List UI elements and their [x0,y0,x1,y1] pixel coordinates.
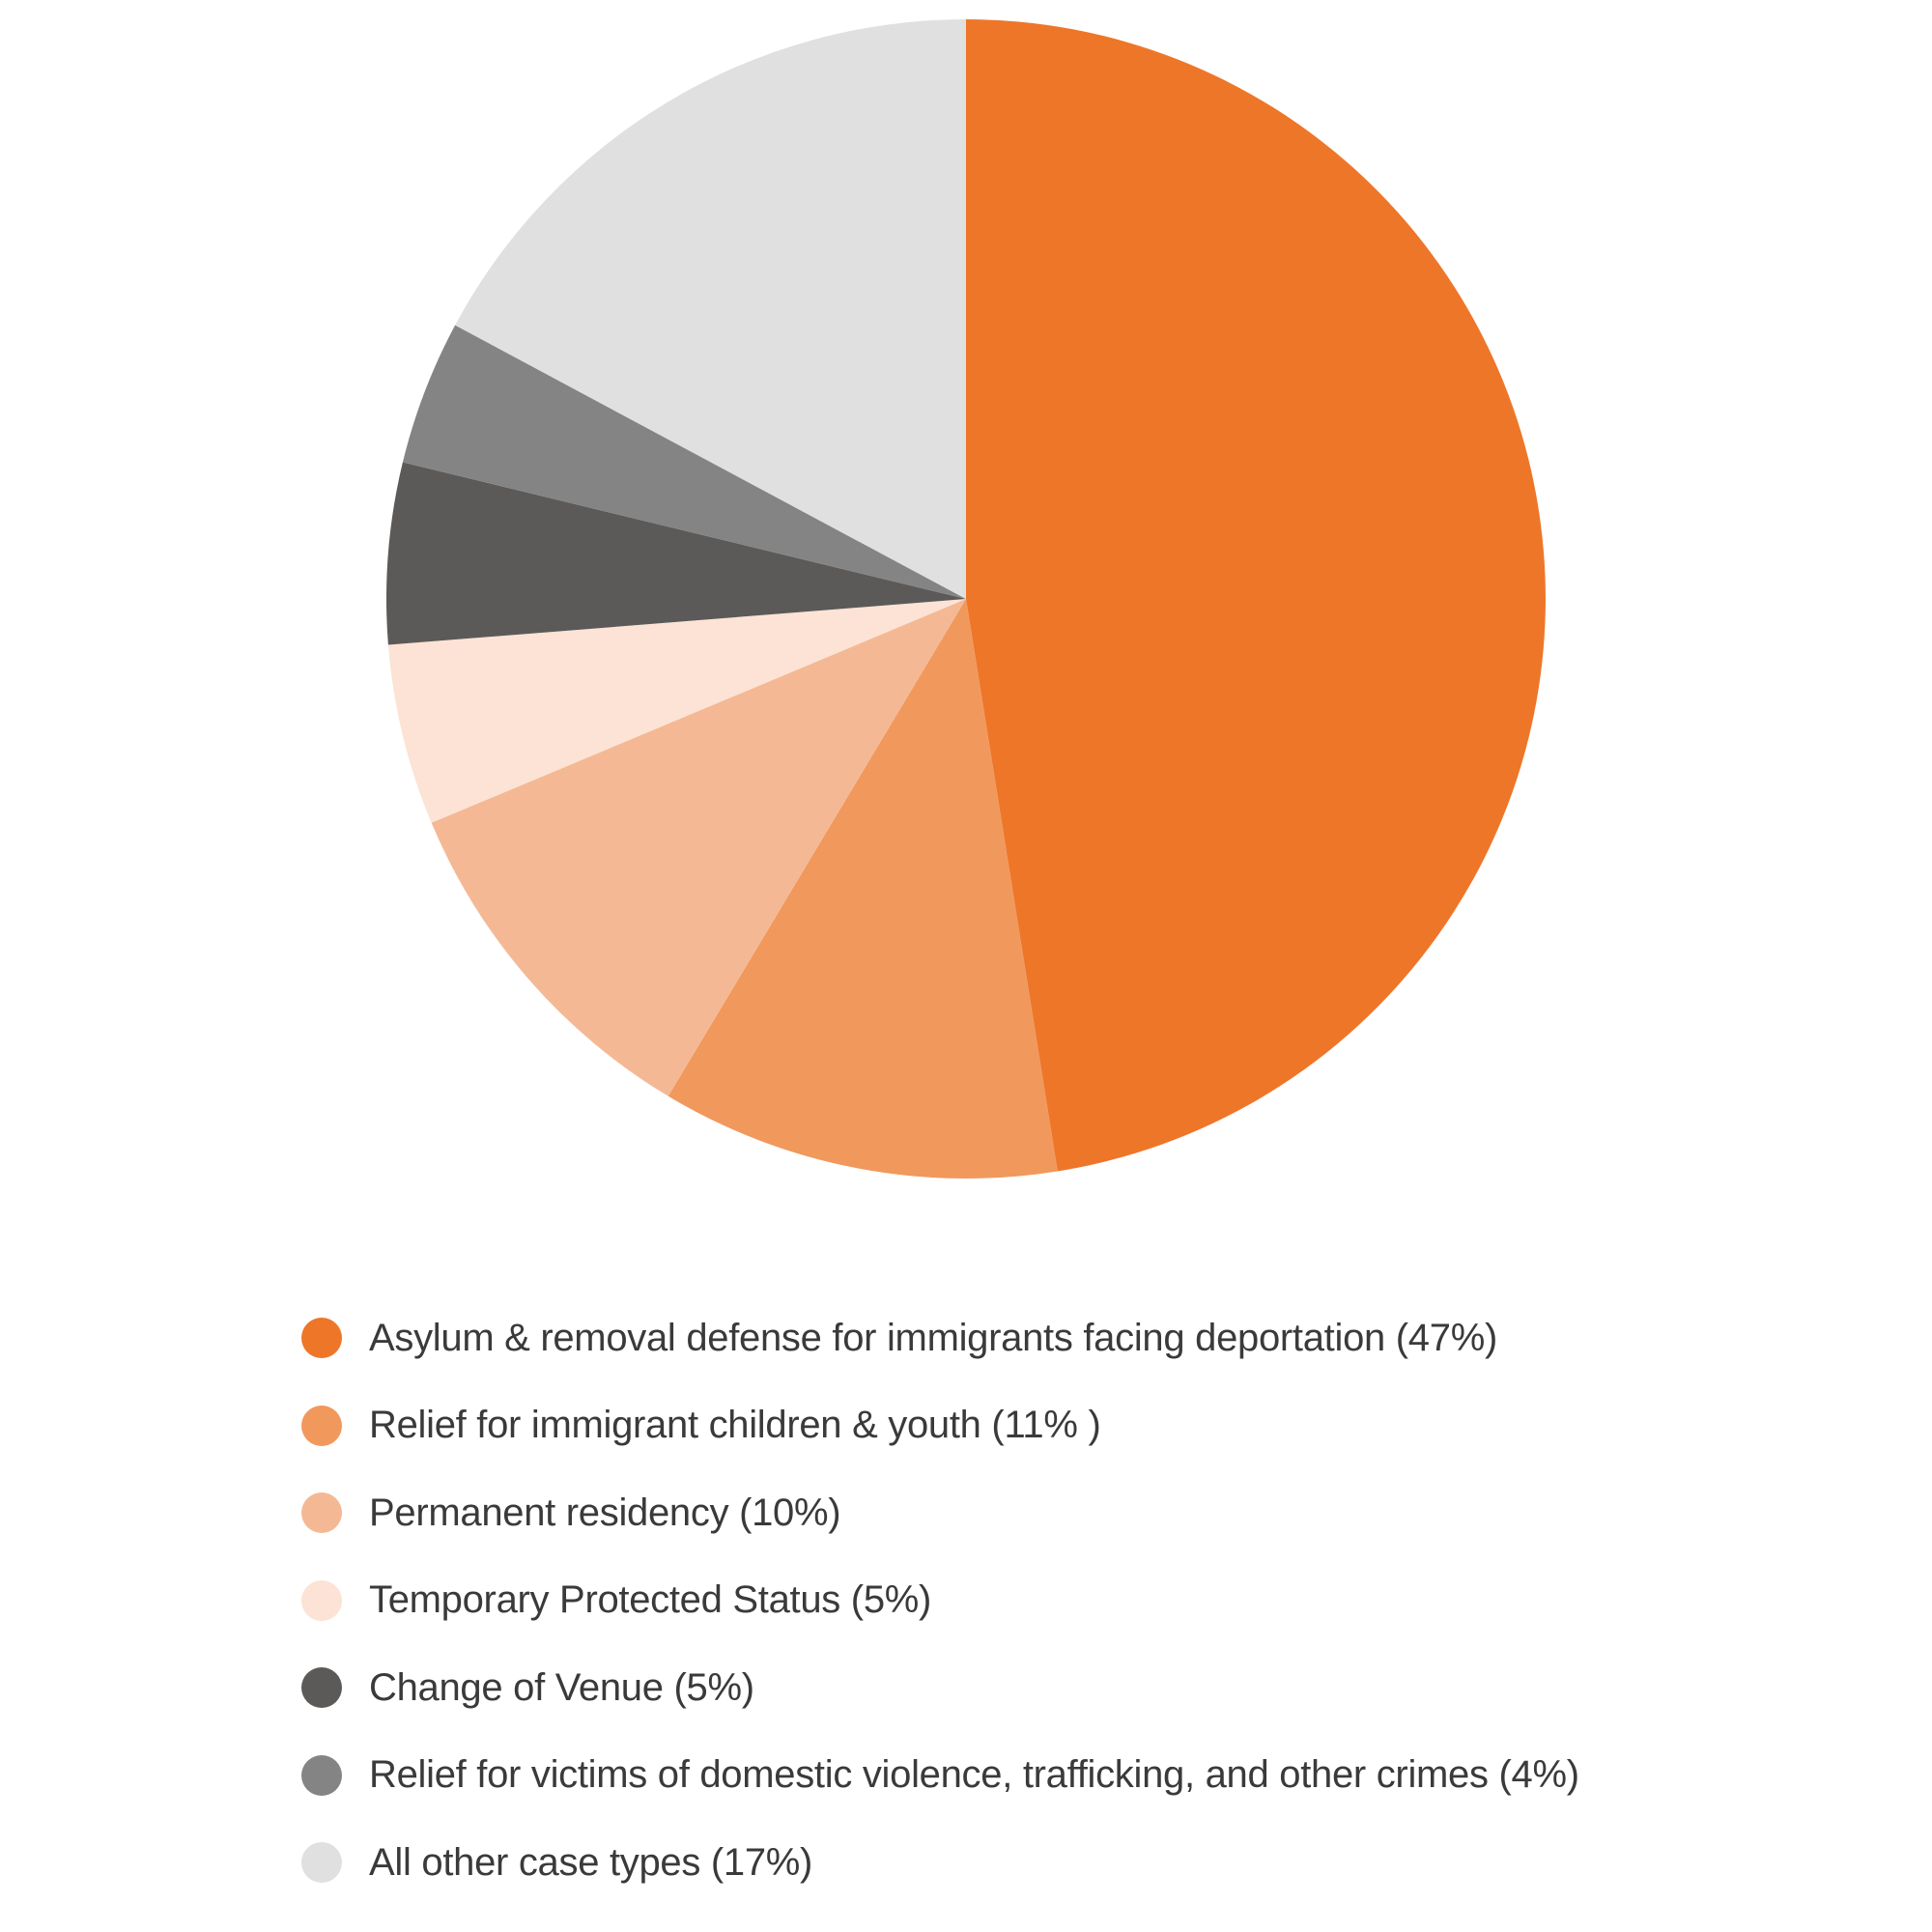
legend-item: Relief for immigrant children & youth (1… [301,1382,1895,1470]
legend-swatch [301,1842,342,1884]
legend-label: Change of Venue (5%) [369,1665,754,1709]
pie-slice [668,599,1058,1179]
legend-item: Relief for victims of domestic violence,… [301,1732,1895,1820]
legend-item: Permanent residency (10%) [301,1469,1895,1557]
pie-slice [455,19,966,599]
legend-label: Relief for victims of domestic violence,… [369,1753,1579,1797]
pie-slice [387,599,966,823]
legend-item: Asylum & removal defense for immigrants … [301,1294,1895,1382]
legend-label: Asylum & removal defense for immigrants … [369,1316,1497,1359]
legend-swatch [301,1667,342,1709]
pie-chart-svg [386,19,1546,1179]
legend-swatch [301,1492,342,1534]
legend-label: Permanent residency (10%) [369,1491,841,1534]
pie-slice [402,325,966,599]
legend-swatch [301,1754,342,1796]
legend-item: Change of Venue (5%) [301,1644,1895,1732]
legend-label: Temporary Protected Status (5%) [369,1578,932,1622]
pie-slice [386,462,966,645]
pie-slice [431,599,967,1096]
legend-label: Relief for immigrant children & youth (1… [369,1404,1101,1447]
legend-item: Temporary Protected Status (5%) [301,1557,1895,1645]
legend-swatch [301,1318,342,1359]
legend-item: All other case types (17%) [301,1819,1895,1907]
legend-swatch [301,1405,342,1446]
pie-slice [966,19,1546,1172]
chart-legend: Asylum & removal defense for immigrants … [301,1294,1895,1907]
legend-label: All other case types (17%) [369,1840,813,1884]
legend-swatch [301,1579,342,1621]
pie-chart [386,19,1546,1179]
